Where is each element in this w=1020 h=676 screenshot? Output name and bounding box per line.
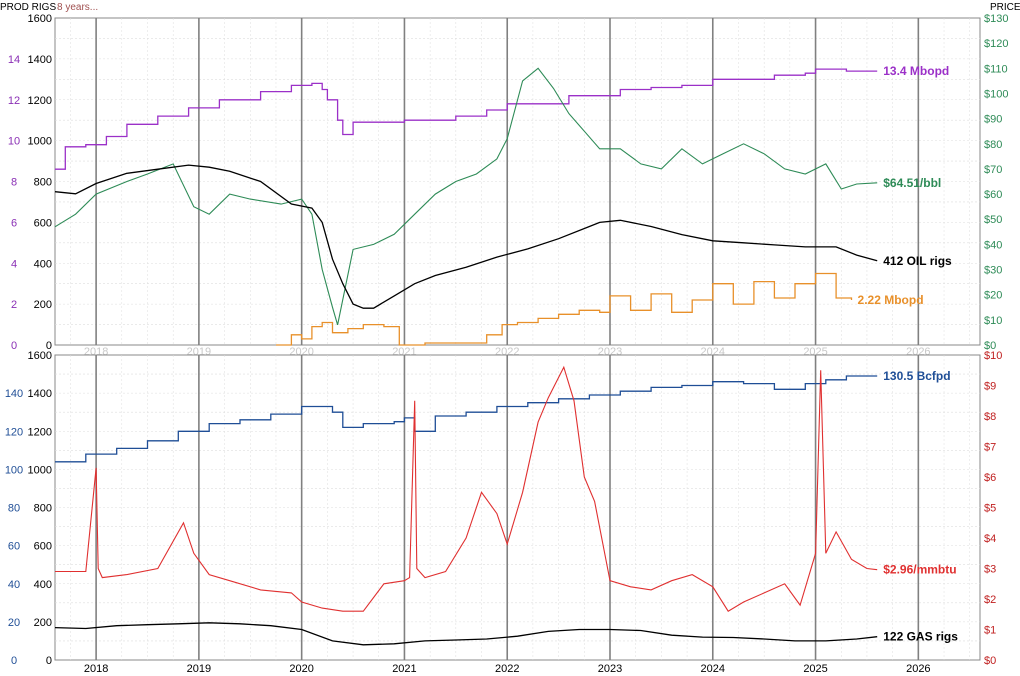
price-tick-label: $7 (984, 442, 996, 454)
prod-tick-label: 40 (8, 579, 20, 591)
price-tick-label: $6 (984, 472, 996, 484)
prod-tick-label: 140 (5, 388, 23, 400)
oil_other-label: 2.22 Mbopd (858, 293, 924, 307)
year-tick-label: 2025 (803, 663, 827, 675)
right-axis-title: PRICE (990, 2, 1020, 13)
oil_rigs-line (54, 164, 878, 309)
gas_prod-label: 130.5 Bcfpd (883, 369, 950, 383)
prod-tick-label: 60 (8, 541, 20, 553)
rigs-tick-label: 1400 (28, 388, 52, 400)
gas_rigs-line (54, 622, 878, 646)
rigs-tick-label: 400 (34, 579, 52, 591)
price-tick-label: $70 (984, 164, 1002, 176)
rigs-tick-label: 1000 (28, 464, 52, 476)
prod-tick-label: 0 (11, 340, 17, 352)
rigs-tick-label: 1200 (28, 95, 52, 107)
rigs-tick-label: 0 (46, 340, 52, 352)
prod-tick-label: 10 (8, 136, 20, 148)
rigs-tick-label: 400 (34, 258, 52, 270)
rigs-tick-label: 200 (34, 617, 52, 629)
price-tick-label: $4 (984, 533, 996, 545)
prod-tick-label: 120 (5, 426, 23, 438)
plot-area (54, 354, 981, 661)
price-tick-label: $40 (984, 239, 1002, 251)
year-tick-label: 2026 (906, 663, 930, 675)
price-tick-label: $130 (984, 13, 1008, 25)
oil_price-line (54, 67, 878, 326)
prod-tick-label: 8 (11, 177, 17, 189)
oil_prod-line (55, 68, 878, 170)
rigs-tick-label: 600 (34, 541, 52, 553)
year-tick-label: 2022 (495, 663, 519, 675)
prod-tick-label: 12 (8, 95, 20, 107)
price-tick-label: $60 (984, 189, 1002, 201)
gas_price-label: $2.96/mmbtu (883, 563, 956, 577)
price-tick-label: $20 (984, 290, 1002, 302)
rigs-tick-label: 1600 (28, 13, 52, 25)
price-tick-label: $10 (984, 315, 1002, 327)
oil-panel: 0 200 400 600 800 1000 1200 1400 1600 0 2 4 6 8 10 12 14… (8, 13, 1009, 358)
price-tick-label: $8 (984, 411, 996, 423)
prod-tick-label: 6 (11, 217, 17, 229)
rigs-tick-label: 1600 (28, 350, 52, 362)
price-tick-label: $120 (984, 38, 1008, 50)
range-label[interactable]: 8 years... (57, 2, 98, 13)
price-tick-label: $5 (984, 503, 996, 515)
price-tick-label: $9 (984, 381, 996, 393)
price-tick-label: $3 (984, 564, 996, 576)
rigs-tick-label: 800 (34, 177, 52, 189)
rigs-tick-label: 1400 (28, 54, 52, 66)
rigs-tick-label: 600 (34, 217, 52, 229)
price-tick-label: $2 (984, 594, 996, 606)
left-axis-title: PROD RIGS (0, 2, 56, 13)
rigs-tick-label: 200 (34, 299, 52, 311)
price-tick-label: $80 (984, 139, 1002, 151)
price-tick-label: $110 (984, 63, 1008, 75)
prod-tick-label: 100 (5, 464, 23, 476)
price-tick-label: $0 (984, 340, 996, 352)
price-tick-label: $100 (984, 88, 1008, 100)
year-tick-label: 2021 (392, 663, 416, 675)
price-tick-label: $1 (984, 625, 996, 637)
year-tick-label: 2024 (701, 663, 725, 675)
year-tick-label: 2020 (289, 663, 313, 675)
prod-tick-label: 0 (11, 655, 17, 667)
oil_other-line (276, 272, 853, 346)
price-tick-label: $90 (984, 114, 1002, 126)
price-tick-label: $0 (984, 655, 996, 667)
oil_rigs-label: 412 OIL rigs (883, 254, 952, 268)
prod-tick-label: 2 (11, 299, 17, 311)
price-tick-label: $50 (984, 214, 1002, 226)
price-tick-label: $10 (984, 350, 1002, 362)
gas-panel: 0 200 400 600 800 1000 1200 1400 1600 0 20 40 60 80 10… (5, 350, 1003, 675)
year-tick-label: 2019 (187, 663, 211, 675)
prod-tick-label: 20 (8, 617, 20, 629)
price-tick-label: $30 (984, 265, 1002, 277)
prod-tick-label: 14 (8, 54, 20, 66)
year-tick-label: 2018 (84, 663, 108, 675)
prod-tick-label: 80 (8, 503, 20, 515)
gas_prod-line (55, 375, 878, 463)
gas_rigs-label: 122 GAS rigs (883, 630, 958, 644)
oil_prod-label: 13.4 Mbopd (883, 64, 949, 78)
rigs-tick-label: 1000 (28, 136, 52, 148)
year-tick-label: 2023 (598, 663, 622, 675)
rigs-tick-label: 1200 (28, 426, 52, 438)
rigs-tick-label: 800 (34, 503, 52, 515)
plot-area (54, 17, 981, 346)
gas_price-line (55, 365, 878, 612)
prod-tick-label: 4 (11, 258, 17, 270)
oil_price-label: $64.51/bbl (883, 176, 941, 190)
rigs-tick-label: 0 (46, 655, 52, 667)
